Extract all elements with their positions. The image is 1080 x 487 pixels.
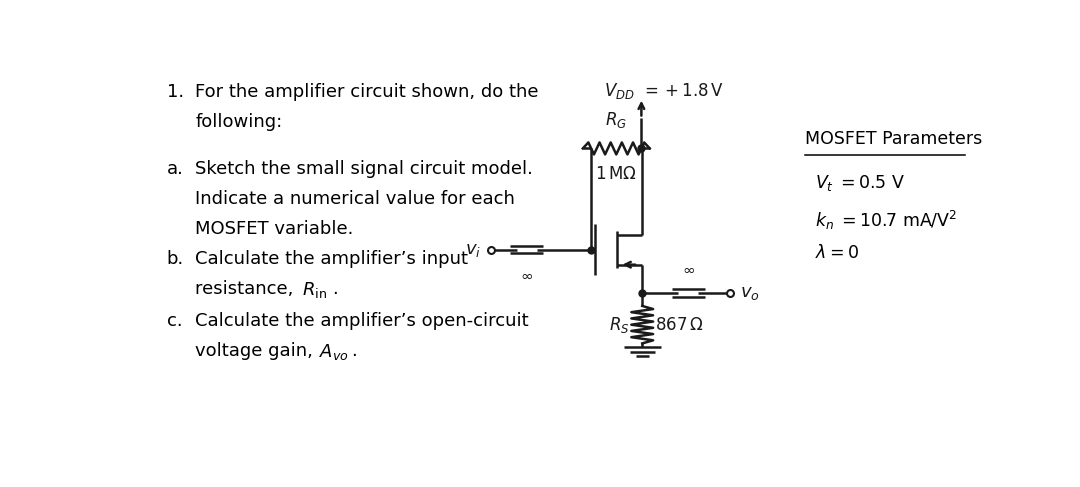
Text: a.: a. bbox=[166, 160, 184, 178]
Text: $1\,{\rm M}\Omega$: $1\,{\rm M}\Omega$ bbox=[595, 165, 637, 183]
Text: $867\,\Omega$: $867\,\Omega$ bbox=[654, 316, 703, 334]
Text: following:: following: bbox=[195, 113, 283, 131]
Text: $\lambda = 0$: $\lambda = 0$ bbox=[814, 244, 859, 262]
Text: MOSFET Parameters: MOSFET Parameters bbox=[805, 130, 982, 148]
Text: $A_{vo}$: $A_{vo}$ bbox=[320, 341, 349, 361]
Text: $= +1.8\,{\rm V}$: $= +1.8\,{\rm V}$ bbox=[642, 82, 724, 100]
Text: b.: b. bbox=[166, 250, 184, 268]
Text: Sketch the small signal circuit model.: Sketch the small signal circuit model. bbox=[195, 160, 534, 178]
Text: $R_S$: $R_S$ bbox=[609, 315, 630, 335]
Text: c.: c. bbox=[166, 312, 183, 330]
Text: .: . bbox=[351, 341, 356, 359]
Text: MOSFET variable.: MOSFET variable. bbox=[195, 220, 353, 238]
Text: $V_t\;= 0.5$ V: $V_t\;= 0.5$ V bbox=[814, 173, 905, 193]
Text: Calculate the amplifier’s input: Calculate the amplifier’s input bbox=[195, 250, 469, 268]
Text: $V_{DD}$: $V_{DD}$ bbox=[604, 81, 635, 101]
Text: $v_o$: $v_o$ bbox=[740, 284, 760, 302]
Text: .: . bbox=[333, 281, 338, 299]
Text: $\infty$: $\infty$ bbox=[681, 262, 694, 277]
Text: $v_i$: $v_i$ bbox=[464, 241, 481, 259]
Text: Indicate a numerical value for each: Indicate a numerical value for each bbox=[195, 190, 515, 207]
Text: $k_n\;= 10.7$ mA/V$^2$: $k_n\;= 10.7$ mA/V$^2$ bbox=[814, 208, 957, 231]
Text: $\infty$: $\infty$ bbox=[521, 268, 534, 282]
Text: 1.: 1. bbox=[166, 83, 184, 101]
Text: $R_G$: $R_G$ bbox=[605, 111, 627, 131]
Text: Calculate the amplifier’s open-circuit: Calculate the amplifier’s open-circuit bbox=[195, 312, 529, 330]
Text: For the amplifier circuit shown, do the: For the amplifier circuit shown, do the bbox=[195, 83, 539, 101]
Text: voltage gain,: voltage gain, bbox=[195, 341, 316, 359]
Text: $R_{\mathrm{in}}$: $R_{\mathrm{in}}$ bbox=[302, 281, 327, 300]
Text: resistance,: resistance, bbox=[195, 281, 297, 299]
